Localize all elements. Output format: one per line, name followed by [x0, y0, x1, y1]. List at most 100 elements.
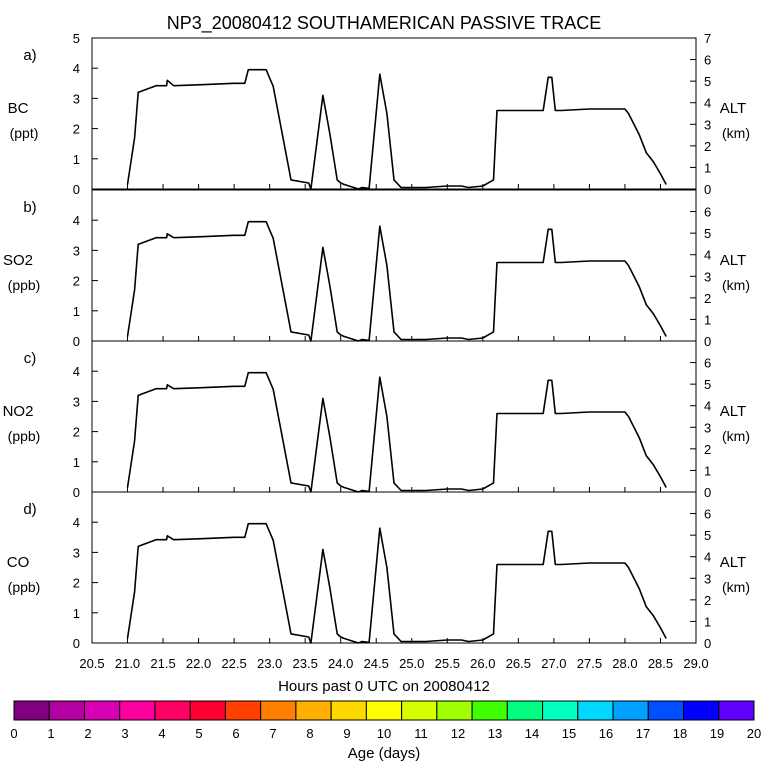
y2-tick-label: 1	[704, 463, 711, 478]
colorbar-tick-label: 1	[47, 726, 54, 741]
y-tick-label: 0	[73, 636, 80, 651]
y-tick-label: 0	[73, 182, 80, 197]
y2-tick-label: 0	[704, 485, 711, 500]
y2-tick-label: 4	[704, 96, 711, 111]
x-tick-label: 24.5	[364, 656, 389, 671]
colorbar-tick-label: 5	[195, 726, 202, 741]
y-tick-label: 4	[73, 213, 80, 228]
panel-3: 0 1 2 3 4 0 1 2 3 4 5 6 c) NO2 (ppb) ALT (km)	[3, 340, 750, 500]
colorbar-tick-label: 0	[10, 726, 17, 741]
x-tick-label: 21.5	[150, 656, 175, 671]
x-tick-label: 20.5	[79, 656, 104, 671]
y2-tick-label: 5	[704, 528, 711, 543]
panel-letter: a)	[23, 47, 36, 64]
y-tick-label: 5	[73, 31, 80, 46]
x-tick-label: 23.0	[257, 656, 282, 671]
y2-tick-label: 5	[704, 226, 711, 241]
x-tick-label: 28.0	[612, 656, 637, 671]
colorbar-swatch	[13, 700, 50, 721]
colorbar-swatch	[189, 700, 226, 721]
colorbar-tick-label: 13	[488, 726, 502, 741]
y2-tick-label: 6	[704, 356, 711, 371]
y2-tick-label: 6	[704, 53, 711, 68]
colorbar-swatch	[330, 700, 367, 721]
panel-frame	[91, 189, 697, 342]
colorbar-swatch	[718, 700, 755, 721]
y-axis-unit: (ppb)	[8, 579, 41, 595]
y2-axis-unit: (km)	[722, 579, 750, 595]
y-axis-label: BC	[8, 100, 29, 117]
y2-axis-unit: (km)	[722, 125, 750, 141]
colorbar-swatch	[260, 700, 297, 721]
colorbar-swatch	[154, 700, 191, 721]
y-tick-label: 0	[73, 334, 80, 349]
y-tick-label: 4	[73, 515, 80, 530]
y-tick-label: 1	[73, 304, 80, 319]
y-tick-label: 2	[73, 122, 80, 137]
series-line	[126, 522, 667, 644]
y2-tick-label: 5	[704, 74, 711, 89]
y2-tick-label: 3	[704, 269, 711, 284]
y2-tick-label: 4	[704, 248, 711, 263]
panel-letter: b)	[23, 199, 36, 216]
y2-tick-label: 0	[704, 182, 711, 197]
colorbar-swatch	[577, 700, 614, 721]
colorbar-swatch	[683, 700, 720, 721]
y-tick-label: 2	[73, 274, 80, 289]
colorbar-tick-label: 19	[710, 726, 724, 741]
x-tick-label: 28.5	[648, 656, 673, 671]
chart-title: NP3_20080412 SOUTHAMERICAN PASSIVE TRACE	[167, 13, 602, 34]
colorbar-label: Age (days)	[348, 745, 421, 762]
colorbar: 0 1 2 3 4 5 6 7 8 9 10 11 12 13 14 15 16 17 18 19 20	[10, 700, 761, 741]
x-tick-label: 25.0	[399, 656, 424, 671]
series-line	[126, 68, 667, 190]
y2-tick-label: 1	[704, 614, 711, 629]
colorbar-tick-label: 4	[158, 726, 165, 741]
colorbar-swatch	[365, 700, 403, 721]
colorbar-swatch	[506, 700, 544, 721]
y2-tick-label: 4	[704, 550, 711, 565]
y-tick-label: 2	[73, 425, 80, 440]
y-tick-label: 0	[73, 485, 80, 500]
x-tick-label: 22.0	[186, 656, 211, 671]
y2-tick-label: 3	[704, 571, 711, 586]
colorbar-tick-label: 18	[673, 726, 687, 741]
x-tick-label: 23.5	[293, 656, 318, 671]
y2-tick-label: 1	[704, 312, 711, 327]
panels: 0 1 2 3 4 5 0 1 2 3 4 5 6 7 a) BC (ppt) ALT (km) 0 1 2 3 4 0 1 2 3 4…	[3, 31, 750, 651]
panel-2: 0 1 2 3 4 0 1 2 3 4 5 6 b) SO2 (ppb) ALT (km)	[3, 189, 750, 349]
y-tick-label: 1	[73, 152, 80, 167]
y2-tick-label: 2	[704, 593, 711, 608]
colorbar-tick-label: 20	[747, 726, 761, 741]
colorbar-tick-label: 12	[451, 726, 465, 741]
y2-tick-label: 1	[704, 160, 711, 175]
x-tick-label: 21.0	[115, 656, 140, 671]
panel-letter: d)	[23, 501, 36, 518]
x-tick-label: 25.5	[435, 656, 460, 671]
y-tick-label: 3	[73, 545, 80, 560]
colorbar-swatch	[48, 700, 85, 721]
y2-tick-label: 2	[704, 442, 711, 457]
colorbar-tick-label: 7	[269, 726, 276, 741]
colorbar-tick-label: 8	[306, 726, 313, 741]
colorbar-tick-label: 10	[377, 726, 391, 741]
y2-tick-label: 7	[704, 31, 711, 46]
colorbar-tick-label: 11	[414, 726, 428, 741]
y-tick-label: 4	[73, 364, 80, 379]
y-tick-label: 3	[73, 394, 80, 409]
y-tick-label: 1	[73, 455, 80, 470]
panel-frame	[91, 37, 697, 190]
x-tick-label: 29.0	[683, 656, 708, 671]
y-tick-label: 3	[73, 243, 80, 258]
colorbar-tick-label: 9	[343, 726, 350, 741]
y2-axis-label: ALT	[720, 403, 746, 420]
colorbar-swatch	[119, 700, 156, 721]
colorbar-swatch	[224, 700, 262, 721]
panel-1: 0 1 2 3 4 5 0 1 2 3 4 5 6 7 a) BC (ppt) ALT (km)	[8, 31, 750, 197]
y2-tick-label: 2	[704, 139, 711, 154]
y-tick-label: 4	[73, 61, 80, 76]
colorbar-swatch	[401, 700, 438, 721]
colorbar-tick-label: 17	[636, 726, 650, 741]
y2-axis-label: ALT	[720, 554, 746, 571]
y2-tick-label: 2	[704, 291, 711, 306]
